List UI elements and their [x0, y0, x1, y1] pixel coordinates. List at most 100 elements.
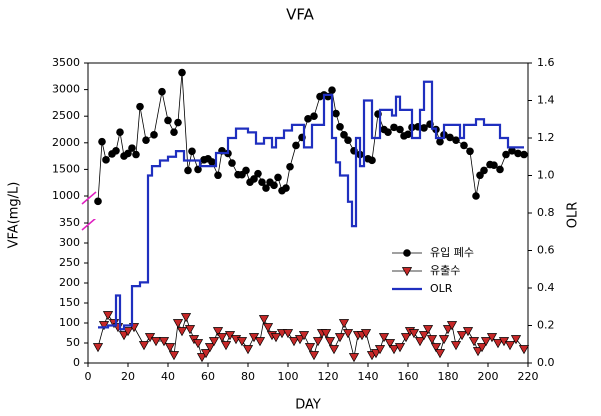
point	[508, 146, 516, 155]
point	[184, 325, 196, 335]
x-tick-label: 140	[358, 370, 379, 383]
point	[124, 149, 132, 158]
point	[150, 131, 158, 139]
point	[288, 337, 300, 347]
point	[304, 343, 316, 353]
point	[158, 87, 166, 96]
point	[430, 343, 442, 353]
y-tick-label: 2500	[52, 109, 80, 122]
point	[176, 327, 188, 337]
point	[384, 128, 392, 136]
point	[480, 166, 488, 175]
point	[242, 166, 250, 175]
point	[332, 109, 340, 118]
point	[282, 184, 290, 192]
point	[492, 339, 504, 349]
point	[128, 144, 136, 152]
point	[98, 137, 106, 146]
point	[282, 329, 294, 339]
point	[418, 331, 430, 341]
point	[334, 333, 346, 343]
point	[170, 128, 178, 136]
point	[294, 335, 306, 345]
point	[452, 136, 460, 144]
y2-tick-label: 0.4	[537, 281, 555, 294]
y-axis-label: VFA(mg/L)	[7, 182, 22, 249]
y-tick-label: 100	[59, 316, 80, 329]
x-tick-label: 40	[161, 370, 175, 383]
point	[456, 331, 468, 341]
point	[340, 131, 348, 139]
x-tick-label: 160	[398, 370, 419, 383]
point	[324, 337, 336, 347]
point	[480, 337, 492, 347]
y-tick-label: 350	[59, 216, 80, 229]
y-tick-label: 1500	[52, 162, 80, 175]
x-tick-label: 60	[201, 370, 215, 383]
y2-tick-label: 0.2	[537, 319, 555, 332]
x-tick-label: 20	[121, 370, 135, 383]
point	[510, 335, 522, 345]
point	[520, 150, 528, 159]
axis-break	[81, 191, 97, 205]
y-tick-label: 50	[66, 336, 80, 349]
y-tick-label: 0	[73, 356, 80, 369]
point	[308, 351, 320, 361]
point	[150, 337, 162, 347]
point	[328, 86, 336, 94]
point	[466, 147, 474, 156]
point	[94, 197, 102, 206]
point	[394, 343, 406, 353]
point	[292, 141, 300, 150]
point	[396, 125, 404, 134]
point	[184, 166, 192, 175]
point	[312, 337, 324, 347]
point	[208, 337, 220, 347]
point	[92, 343, 104, 353]
point	[390, 123, 398, 132]
point	[490, 161, 498, 169]
legend-label: OLR	[430, 282, 453, 295]
y-tick-label: 3500	[52, 56, 80, 69]
point	[304, 115, 312, 123]
point	[250, 175, 258, 183]
y2-tick-label: 1.2	[537, 131, 555, 144]
point	[118, 331, 130, 341]
point	[388, 345, 400, 355]
point	[208, 158, 216, 166]
point	[204, 343, 216, 353]
x-tick-label: 100	[278, 370, 299, 383]
point	[438, 335, 450, 345]
point	[102, 311, 114, 321]
point	[370, 349, 382, 359]
point	[426, 335, 438, 345]
axis-break	[81, 217, 97, 231]
point	[342, 329, 354, 339]
point	[336, 123, 344, 131]
y2-tick-label: 1.0	[537, 169, 555, 182]
point	[496, 165, 504, 174]
y2-tick-label: 1.4	[537, 94, 555, 107]
point	[310, 112, 318, 120]
point	[192, 339, 204, 349]
point	[274, 173, 282, 182]
point	[368, 156, 376, 165]
point	[408, 329, 420, 339]
axis-break-gap	[89, 201, 99, 219]
point	[262, 323, 274, 333]
point	[298, 331, 310, 341]
y-tick-label: 300	[59, 236, 80, 249]
point	[236, 337, 248, 347]
point	[348, 353, 360, 363]
point	[476, 343, 488, 353]
point	[286, 162, 294, 171]
point	[344, 136, 352, 144]
legend-label: 유입 폐수	[430, 246, 474, 259]
point	[98, 321, 110, 331]
point	[172, 319, 184, 329]
point	[378, 333, 390, 343]
point	[518, 345, 530, 355]
point	[504, 341, 516, 351]
chart-title: VFA	[286, 6, 315, 24]
